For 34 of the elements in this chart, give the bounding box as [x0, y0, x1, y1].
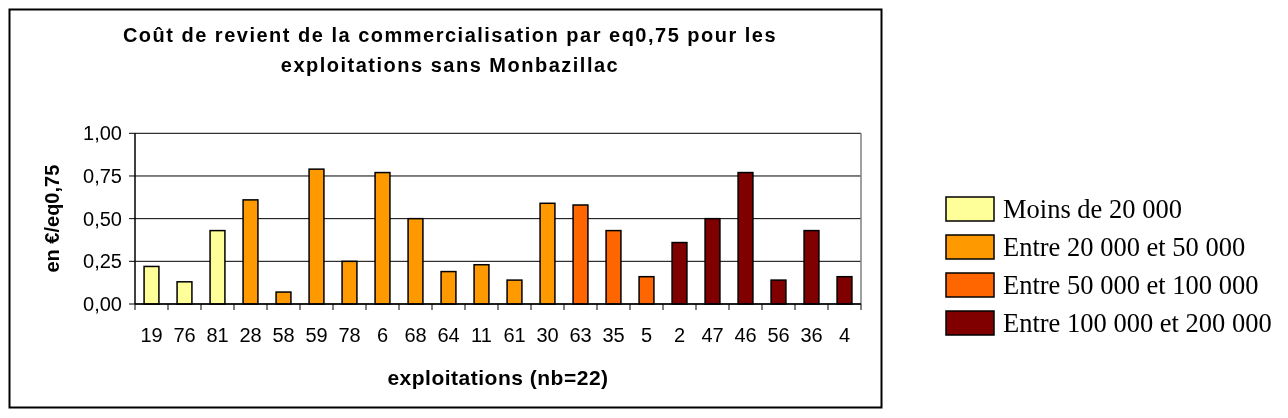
- x-tick-label: 61: [503, 324, 526, 346]
- x-tick-label: 47: [701, 324, 724, 346]
- x-tick-label: 35: [602, 324, 625, 346]
- x-tick-label: 6: [376, 324, 389, 346]
- x-tick-label: 28: [239, 324, 262, 346]
- x-axis-title: exploitations (nb=22): [387, 366, 609, 389]
- x-tick-label: 46: [734, 324, 757, 346]
- x-tick-label: 36: [800, 324, 823, 346]
- x-tick-label: 5: [640, 324, 653, 346]
- x-tick-label: 78: [338, 324, 361, 346]
- x-tick-label: 56: [767, 324, 790, 346]
- x-tick-label: 58: [272, 324, 295, 346]
- y-axis-title: en €/eq0,75: [41, 164, 63, 273]
- x-tick-label: 81: [206, 324, 229, 346]
- x-tick-label: 68: [404, 324, 427, 346]
- x-tick-label: 11: [471, 324, 492, 346]
- x-tick-label: 30: [536, 324, 559, 346]
- y-tick-label: 0,25: [83, 250, 122, 273]
- chart-title: Coût de revient de la commercialisation par eq0,75 pour les exploitations sans Monbazillac: [122, 24, 778, 76]
- x-tick-label: 2: [673, 324, 686, 346]
- x-tick-label: 59: [305, 324, 328, 346]
- y-tick-label: 1,00: [83, 122, 122, 145]
- legend-label: Entre 100 000 et 200 000: [1003, 308, 1272, 338]
- legend-label: Entre 50 000 et 100 000: [1003, 270, 1259, 300]
- x-tick-label: 4: [838, 324, 851, 346]
- legend-label: Entre 20 000 et 50 000: [1003, 232, 1246, 262]
- x-tick-label: 64: [437, 324, 460, 346]
- y-tick-label: 0,00: [83, 293, 122, 315]
- x-tick-label: 76: [173, 324, 196, 346]
- legend-label: Moins de 20 000: [1003, 194, 1182, 224]
- y-tick-label: 0,75: [83, 164, 122, 187]
- x-tick-label: 19: [140, 324, 163, 346]
- y-tick-label: 0,50: [83, 207, 122, 230]
- x-tick-label: 63: [569, 324, 592, 346]
